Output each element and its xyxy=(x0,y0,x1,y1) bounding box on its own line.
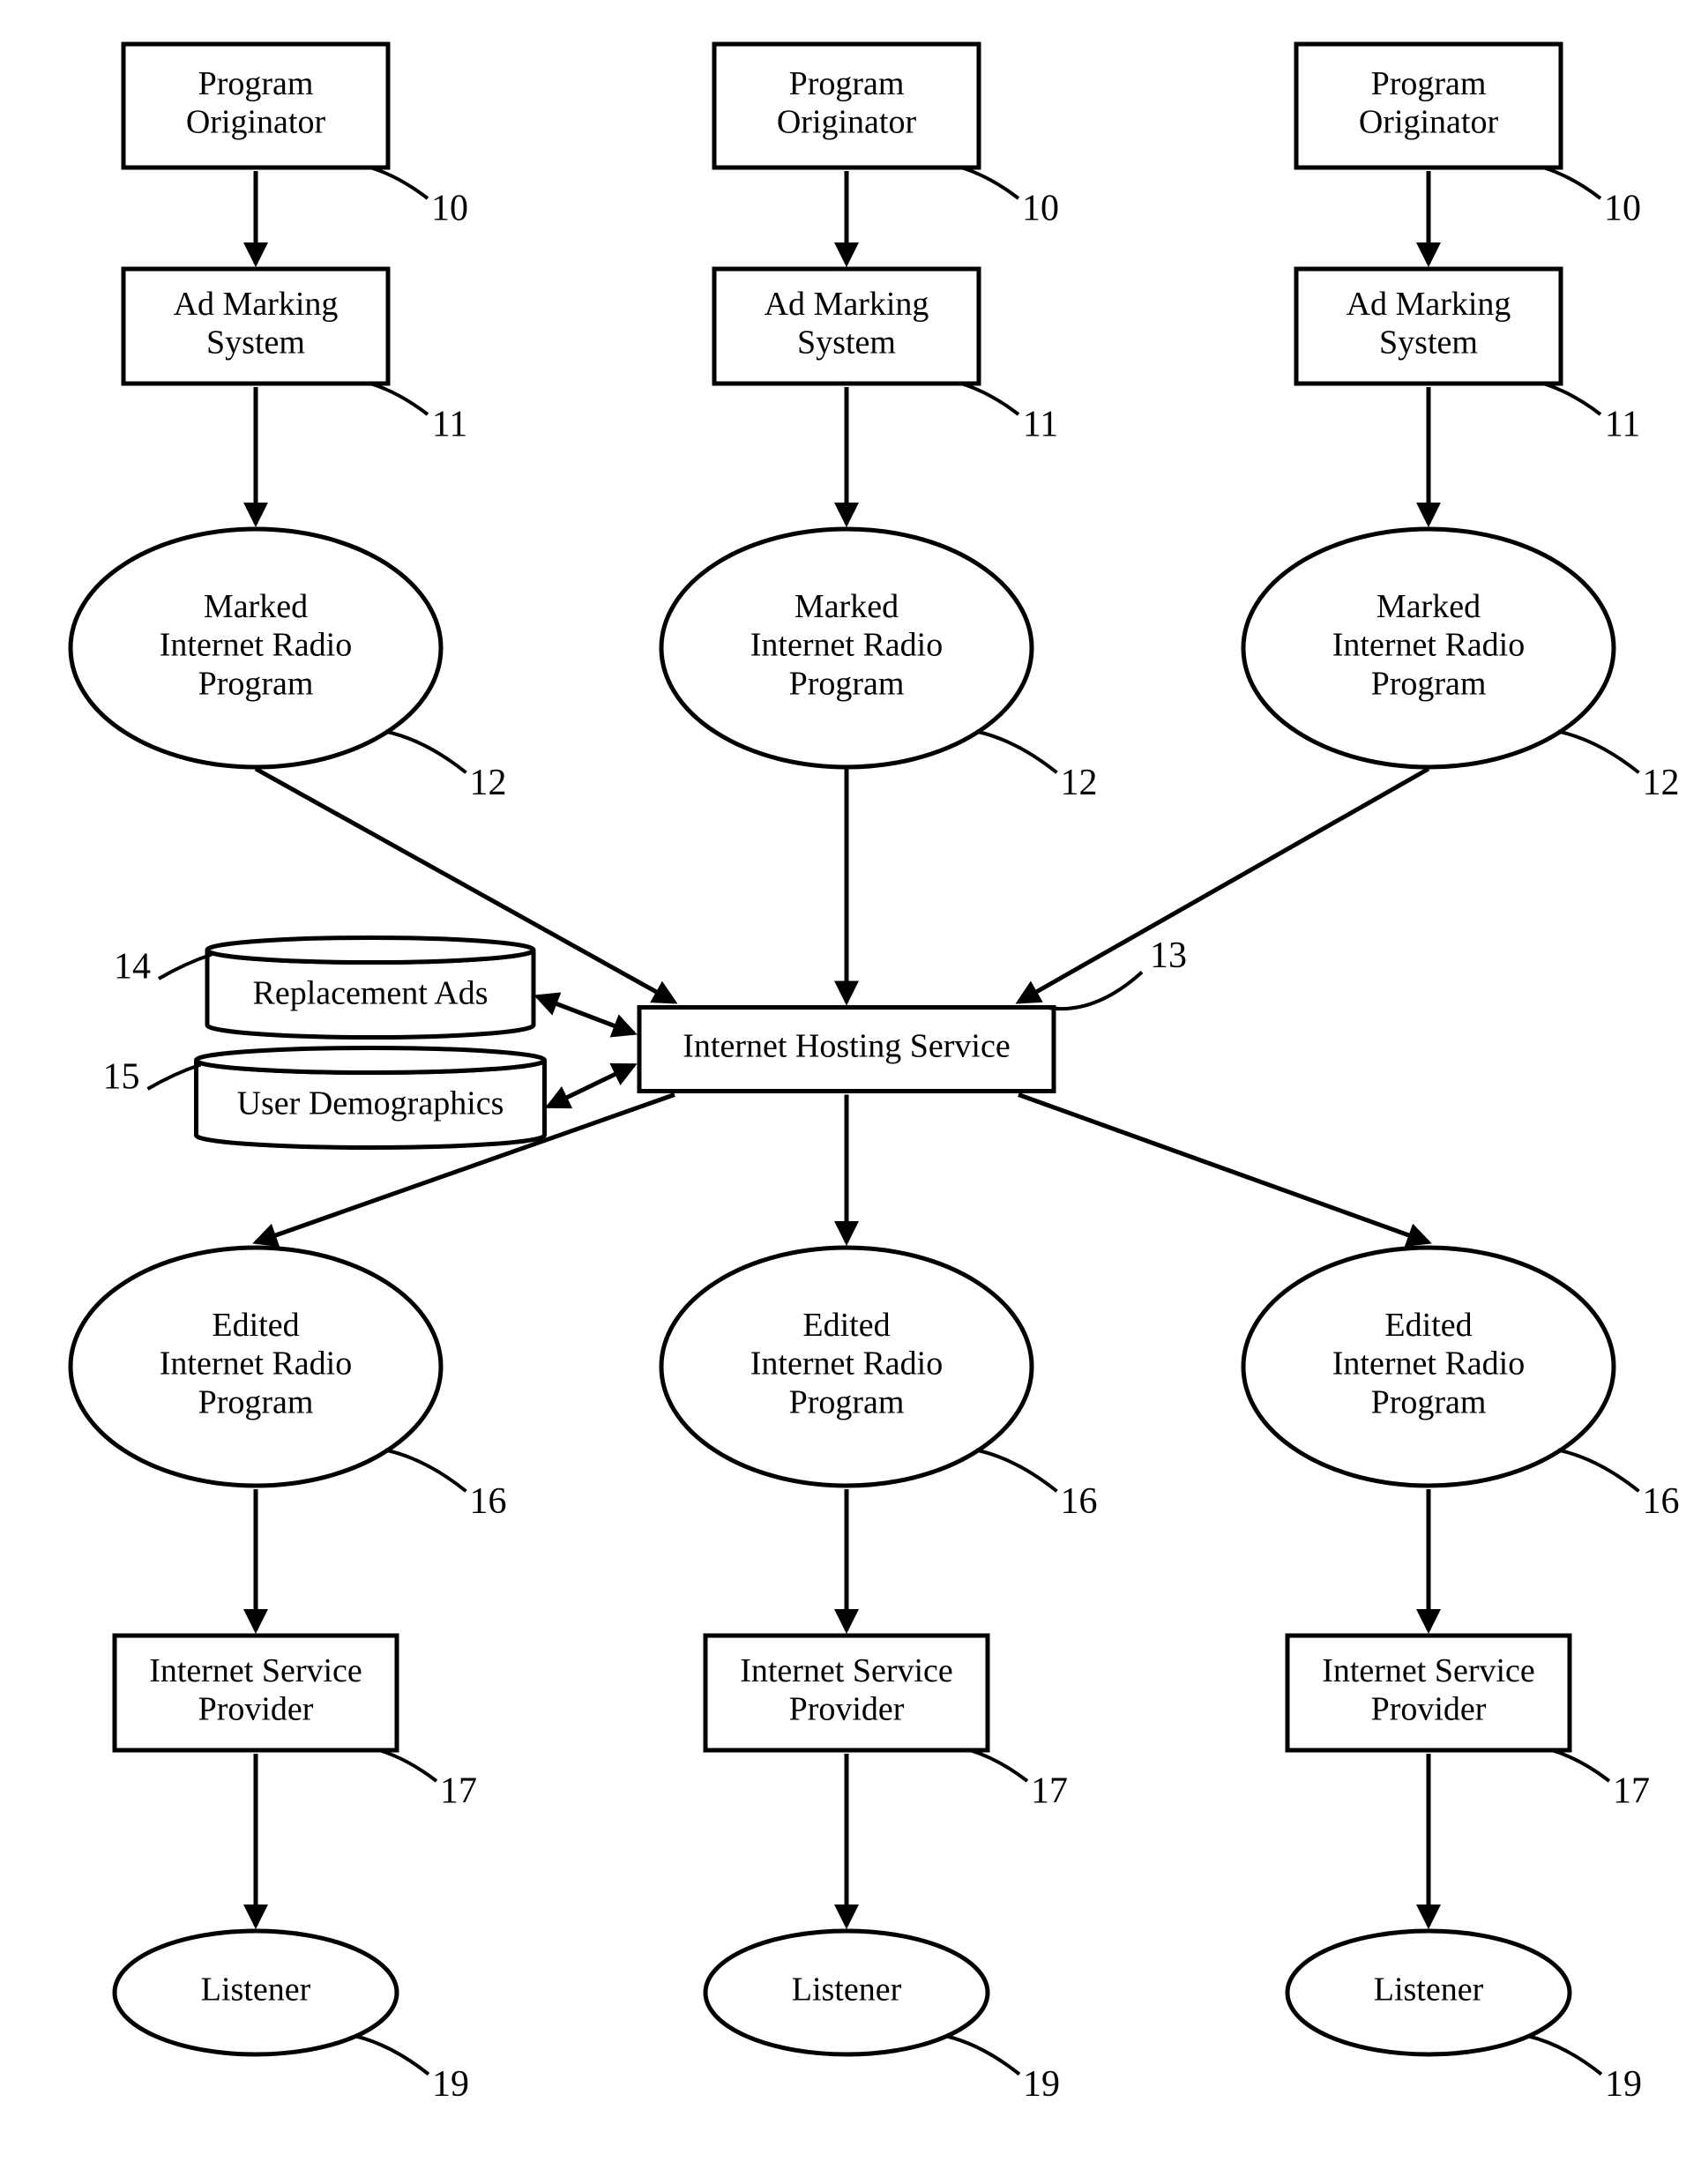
reference-label: 10 xyxy=(1022,189,1059,229)
svg-text:System: System xyxy=(1379,324,1478,362)
svg-text:User Demographics: User Demographics xyxy=(237,1085,504,1122)
svg-text:Listener: Listener xyxy=(1374,1972,1484,2009)
svg-text:Program: Program xyxy=(1371,65,1487,102)
flowchart-canvas: ProgramOriginator10ProgramOriginator10Pr… xyxy=(0,0,1701,2184)
svg-text:Marked: Marked xyxy=(795,588,899,625)
svg-text:Listener: Listener xyxy=(201,1972,311,2009)
svg-text:Marked: Marked xyxy=(204,588,308,625)
reference-label: 15 xyxy=(103,1057,140,1098)
svg-text:Internet Radio: Internet Radio xyxy=(160,1345,352,1383)
svg-text:Program: Program xyxy=(1371,1383,1487,1420)
svg-text:Internet Radio: Internet Radio xyxy=(750,1345,943,1383)
svg-text:Provider: Provider xyxy=(1371,1691,1487,1728)
reference-label: 11 xyxy=(1023,405,1058,445)
reference-label: 12 xyxy=(1643,763,1680,803)
svg-text:Ad Marking: Ad Marking xyxy=(765,286,929,323)
reference-label: 17 xyxy=(1613,1771,1650,1812)
svg-text:Edited: Edited xyxy=(212,1307,299,1344)
svg-text:Ad Marking: Ad Marking xyxy=(174,286,339,323)
svg-text:Replacement Ads: Replacement Ads xyxy=(253,975,489,1012)
svg-text:Program: Program xyxy=(789,1383,905,1420)
reference-label: 16 xyxy=(1061,1481,1098,1522)
reference-label: 14 xyxy=(114,947,151,988)
svg-text:Program: Program xyxy=(789,665,905,702)
reference-label: 10 xyxy=(1604,189,1641,229)
reference-label: 16 xyxy=(470,1481,507,1522)
svg-text:Program: Program xyxy=(789,65,905,102)
svg-text:Originator: Originator xyxy=(186,104,326,141)
svg-text:Provider: Provider xyxy=(198,1691,314,1728)
svg-text:Originator: Originator xyxy=(777,104,917,141)
reference-label: 17 xyxy=(1031,1771,1068,1812)
svg-text:Program: Program xyxy=(198,65,314,102)
svg-text:Originator: Originator xyxy=(1359,104,1499,141)
svg-text:Program: Program xyxy=(1371,665,1487,702)
svg-text:Marked: Marked xyxy=(1376,588,1481,625)
svg-text:Internet Radio: Internet Radio xyxy=(750,627,943,664)
svg-text:Internet Radio: Internet Radio xyxy=(1332,627,1525,664)
svg-text:Program: Program xyxy=(198,1383,314,1420)
svg-text:Ad Marking: Ad Marking xyxy=(1347,286,1511,323)
svg-text:System: System xyxy=(206,324,305,362)
reference-label: 11 xyxy=(1605,405,1640,445)
reference-label: 16 xyxy=(1643,1481,1680,1522)
reference-label: 17 xyxy=(440,1771,477,1812)
reference-label: 13 xyxy=(1150,935,1187,976)
reference-label: 12 xyxy=(1061,763,1098,803)
svg-text:Provider: Provider xyxy=(789,1691,905,1728)
reference-label: 10 xyxy=(431,189,468,229)
svg-text:Internet Service: Internet Service xyxy=(1322,1652,1535,1689)
svg-text:Listener: Listener xyxy=(792,1972,902,2009)
svg-text:Internet Service: Internet Service xyxy=(740,1652,953,1689)
svg-text:Internet Service: Internet Service xyxy=(149,1652,362,1689)
svg-text:Program: Program xyxy=(198,665,314,702)
svg-text:Edited: Edited xyxy=(1384,1307,1472,1344)
svg-text:Internet Radio: Internet Radio xyxy=(1332,1345,1525,1383)
svg-text:System: System xyxy=(797,324,896,362)
svg-text:Internet Hosting Service: Internet Hosting Service xyxy=(683,1028,1010,1065)
reference-label: 11 xyxy=(432,405,467,445)
reference-label: 19 xyxy=(1605,2064,1642,2105)
svg-text:Internet Radio: Internet Radio xyxy=(160,627,352,664)
reference-label: 19 xyxy=(432,2064,469,2105)
reference-label: 19 xyxy=(1023,2064,1060,2105)
reference-label: 12 xyxy=(470,763,507,803)
svg-text:Edited: Edited xyxy=(802,1307,890,1344)
